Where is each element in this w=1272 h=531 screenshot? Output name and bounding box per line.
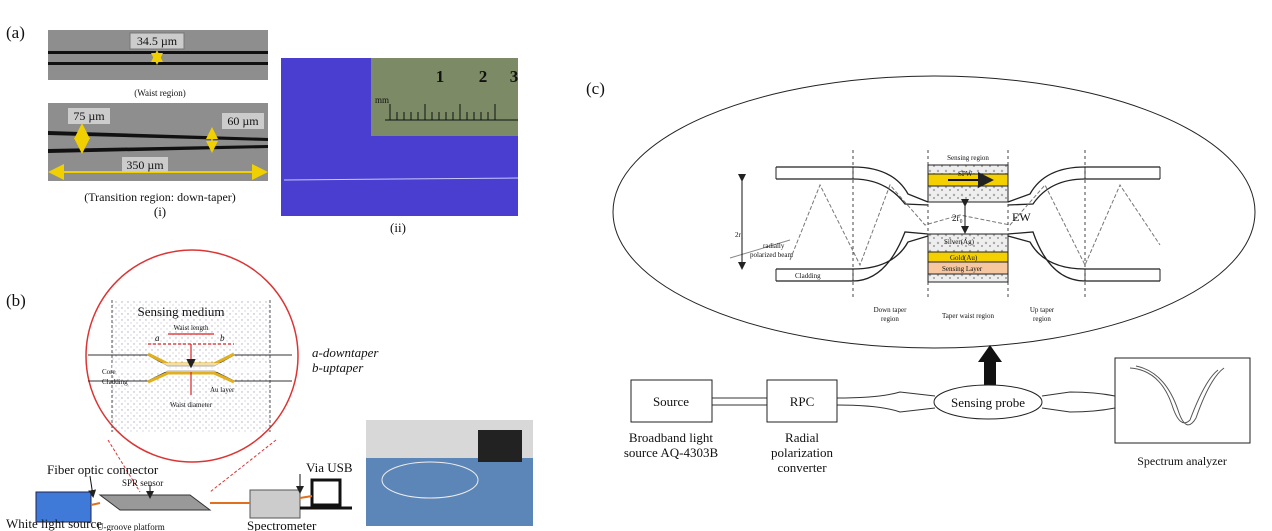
label: Source (653, 394, 689, 409)
photo-laptop (478, 430, 522, 462)
label: RPC (790, 394, 815, 409)
zoom-ellipse (613, 76, 1255, 348)
label: Cladding (795, 272, 821, 280)
label: 2r₀ (952, 213, 963, 223)
label: Via USB (306, 460, 353, 475)
panel-b: (b) Sensing medium Waist length a b Core… (6, 250, 533, 531)
caption: (ii) (390, 220, 406, 235)
caption: (Transition region: down-taper) (84, 190, 236, 204)
label: region (1033, 315, 1051, 323)
label: Cladding (102, 378, 128, 386)
label: source AQ-4303B (624, 445, 719, 460)
label: SPR sensor (122, 478, 163, 488)
label: converter (777, 460, 827, 475)
panel-c: (c) Sensing region SPW EW 2r₀ 2r₁ radial… (586, 76, 1255, 475)
ruler (371, 58, 518, 136)
panel-label: (c) (586, 79, 605, 98)
panel-label: (b) (6, 291, 26, 310)
label: Au layer (210, 386, 235, 394)
waist-width: 34.5 µm (137, 34, 178, 48)
label: Spectrum analyzer (1137, 454, 1227, 468)
ruler-mark: 2 (479, 67, 488, 86)
label: b (220, 333, 225, 343)
label: 2r₁ (735, 231, 743, 239)
label: Sensing probe (951, 395, 1025, 410)
label: polarized beam (750, 251, 794, 259)
label: EW (1012, 210, 1031, 224)
label: Taper waist region (942, 312, 994, 320)
label: Core (102, 368, 116, 376)
panel-a: (a) 34.5 µm (Waist region) 75 µm 60 µm 3… (6, 23, 518, 235)
spectrometer (250, 490, 300, 518)
label: region (881, 315, 899, 323)
panel-label: (a) (6, 23, 25, 42)
ruler-mark: 1 (436, 67, 445, 86)
taper-end: 60 µm (227, 114, 259, 128)
laptop (300, 480, 352, 508)
legend: b-uptaper (312, 360, 364, 375)
label: a (155, 333, 160, 343)
caption: (Waist region) (134, 88, 186, 98)
label: Waist length (173, 324, 209, 332)
label: polarization (771, 445, 834, 460)
zoom-arrow (978, 345, 1002, 388)
fiber-edge (48, 62, 268, 65)
caption: (i) (154, 204, 166, 219)
taper-length: 350 µm (126, 158, 164, 172)
u-groove-platform (100, 495, 210, 510)
label: Sensing region (947, 154, 989, 162)
label: White light source (6, 516, 102, 531)
legend: a-downtaper (312, 345, 379, 360)
label: Radial (785, 430, 819, 445)
figure: (a) 34.5 µm (Waist region) 75 µm 60 µm 3… (0, 0, 1272, 531)
taper-start: 75 µm (73, 109, 105, 123)
label: Up taper (1030, 306, 1055, 314)
label: Waist diameter (170, 401, 213, 409)
label: radially (763, 242, 785, 250)
label: Spectrometer (247, 518, 317, 531)
analyzer-box (1115, 358, 1250, 443)
ruler-mark: 3 (510, 67, 519, 86)
ruler-unit: mm (375, 95, 389, 105)
label: Sensing medium (137, 304, 224, 319)
label: Sensing Layer (942, 265, 983, 273)
label: Down taper (874, 306, 908, 314)
label: U-groove platform (97, 522, 165, 531)
label: Broadband light (629, 430, 714, 445)
label: Gold(Au) (950, 254, 978, 262)
fiber-edge (48, 51, 268, 54)
label: Silver(Ag) (944, 238, 975, 246)
label: SPW (958, 170, 973, 178)
label: Fiber optic connector (47, 462, 159, 477)
